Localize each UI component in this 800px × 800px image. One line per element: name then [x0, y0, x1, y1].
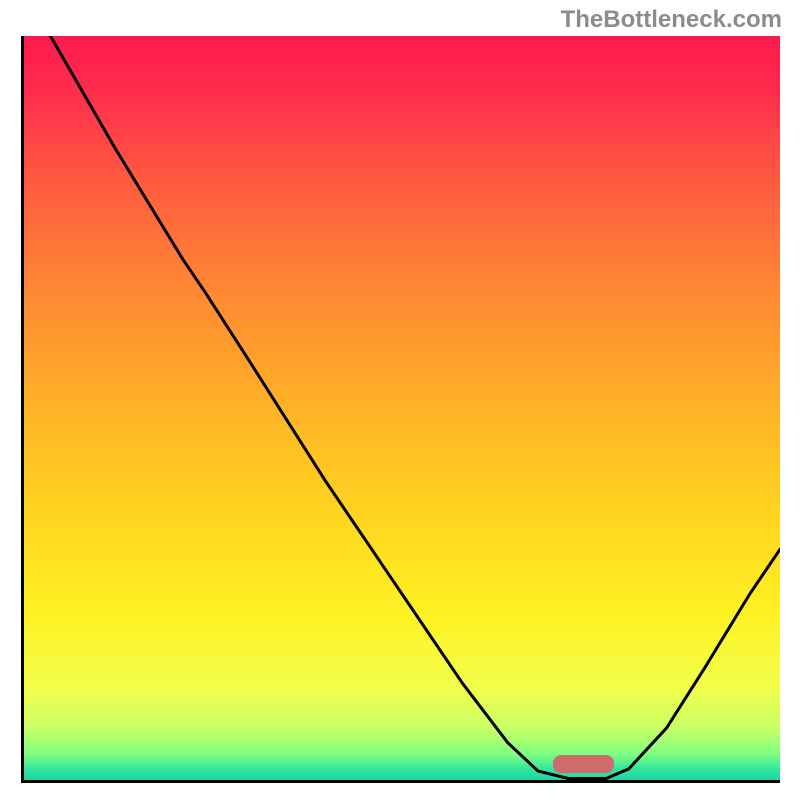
- optimal-range-marker: [553, 755, 613, 773]
- x-axis: [21, 780, 780, 783]
- bottleneck-chart: TheBottleneck.com: [0, 0, 800, 800]
- gradient-background: [24, 36, 780, 780]
- plot-svg: [24, 36, 780, 780]
- y-axis: [21, 36, 24, 780]
- plot-area: [24, 36, 780, 780]
- watermark-text: TheBottleneck.com: [561, 6, 782, 34]
